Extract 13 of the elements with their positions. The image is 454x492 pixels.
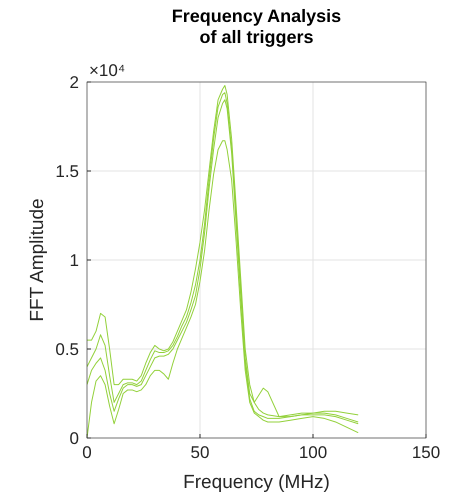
x-tick-label: 50: [190, 443, 210, 462]
x-tick-label: 0: [82, 443, 92, 462]
x-tick-label: 100: [298, 443, 328, 462]
y-tick-label: 1.5: [55, 162, 79, 181]
y-axis-title: FFT Amplitude: [27, 198, 48, 322]
y-tick-label: 2: [70, 73, 79, 92]
y-tick-label: 0.5: [55, 340, 79, 359]
y-tick-label: 1: [70, 251, 79, 270]
x-axis-title: Frequency (MHz): [183, 472, 330, 492]
x-tick-label: 150: [412, 443, 440, 462]
y-tick-label: 0: [70, 429, 79, 448]
chart-title: Frequency Analysis of all triggers: [172, 6, 342, 47]
text: ×10⁴: [89, 61, 126, 80]
